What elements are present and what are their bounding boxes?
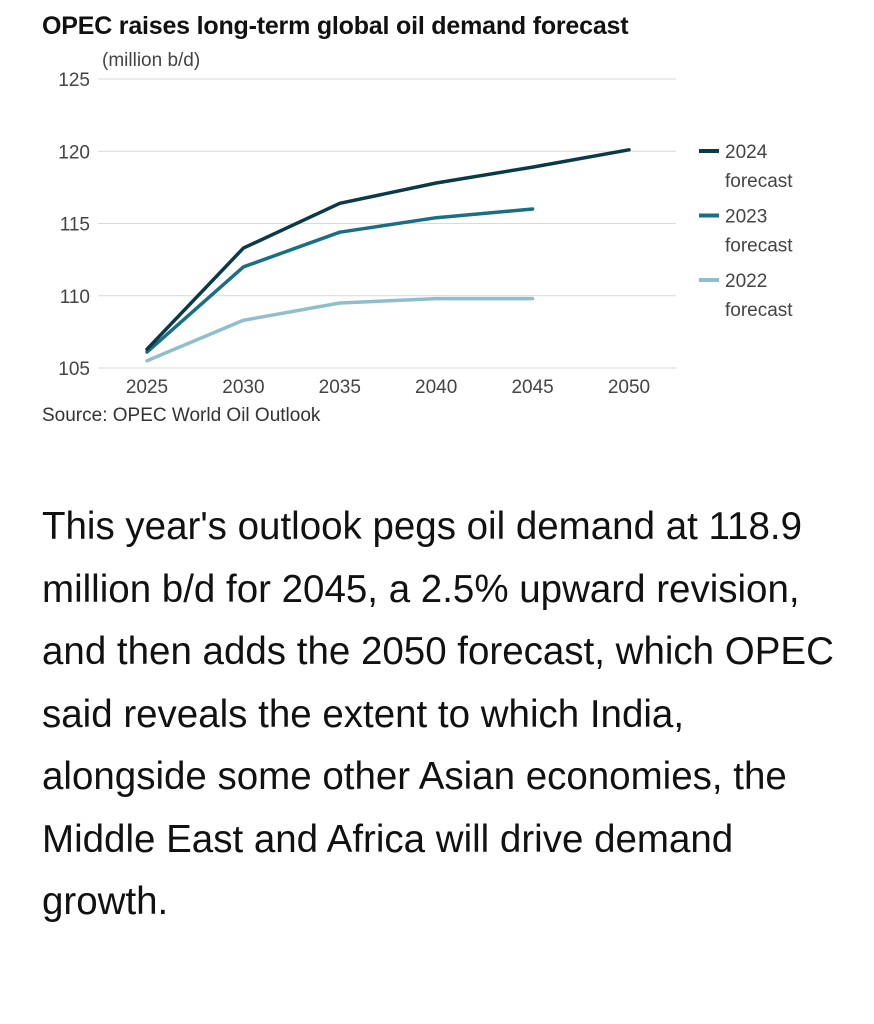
y-tick-label: 120 (58, 142, 90, 163)
x-tick-label: 2030 (222, 377, 264, 398)
x-axis-ticks: 2025 2030 2035 2040 2045 2050 (126, 377, 650, 398)
y-tick-label: 115 (60, 215, 90, 236)
series-line-2022-forecast (145, 296, 535, 363)
y-axis-unit-label: (million b/d) (102, 50, 200, 71)
legend-label-sub: forecast (725, 171, 793, 192)
series-line-2024-forecast (145, 148, 631, 351)
series-layer (145, 148, 631, 363)
x-tick-label: 2050 (608, 377, 650, 398)
y-tick-label: 125 (58, 70, 90, 91)
y-tick-label: 110 (60, 287, 90, 308)
line-chart: 125 120 115 110 105 2025 2030 2035 2040 2045 2050… (58, 50, 793, 398)
legend-label: 2024 (725, 142, 768, 163)
y-axis-ticks: 125 120 115 110 105 (58, 70, 90, 380)
x-tick-label: 2035 (319, 377, 361, 398)
legend-label: 2023 (725, 207, 767, 228)
article-paragraph: This year's outlook pegs oil demand at 1… (42, 505, 834, 923)
x-tick-label: 2025 (126, 377, 168, 398)
x-tick-label: 2045 (511, 377, 553, 398)
series-line-2023-forecast (145, 207, 535, 354)
legend-label-sub: forecast (725, 300, 793, 321)
legend-label-sub: forecast (725, 236, 793, 257)
legend: 2024 forecast 2023 forecast 2022 forecast (699, 142, 793, 321)
x-tick-label: 2040 (415, 377, 457, 398)
chart-source: Source: OPEC World Oil Outlook (42, 405, 321, 426)
chart-title: OPEC raises long-term global oil demand … (42, 12, 629, 40)
legend-label: 2022 (725, 271, 767, 292)
y-tick-label: 105 (58, 359, 90, 380)
